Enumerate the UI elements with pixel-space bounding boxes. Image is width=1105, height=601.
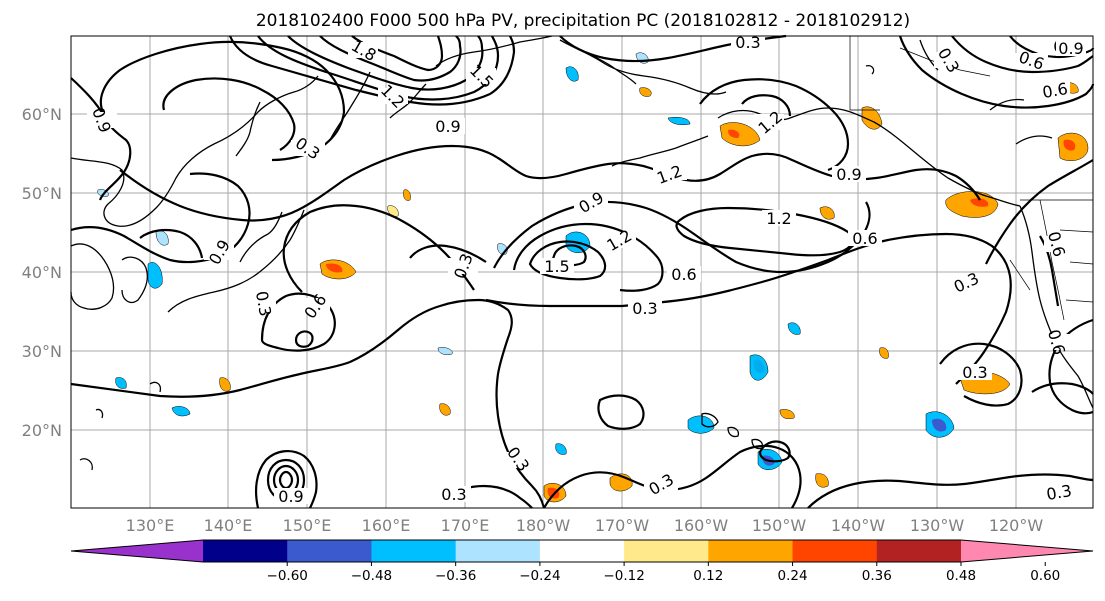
colorbar-swatch [203,540,288,562]
colorbar-label: 0.12 [693,568,723,584]
contour-label-0.6-canada: 0.6 [1041,79,1069,102]
contour-labels: 0.3 0.6 0.9 1.8 1.5 1.2 0.9 0.9 0.3 0.9 … [87,33,1086,506]
lat-label-60n: 60°N [22,105,62,124]
colorbar-swatch [371,540,457,562]
contour-label-0.9-east: 0.9 [836,165,861,184]
colorbar-label: −0.48 [351,568,392,584]
contour-label-0.6-mid: 0.6 [671,265,696,284]
colorbar: −0.60 −0.48 −0.36 −0.24 −0.12 0.12 0.24 0.36 0.4… [70,539,1094,584]
map-title: 2018102400 F000 500 hPa PV, precipitatio… [256,11,910,31]
colorbar-extend-high [961,540,1093,562]
lat-label-50n: 50°N [22,184,62,203]
colorbar-label: 0.48 [946,568,976,584]
contour-label-1.5-mid: 1.5 [544,257,569,276]
contour-label-0.6-east: 0.6 [852,229,877,248]
contour-label-0.3-center: 0.3 [632,299,657,318]
lon-label-160e: 160°E [362,516,411,535]
colorbar-label: −0.12 [603,568,644,584]
contour-label-0.3-west: 0.3 [252,290,275,318]
lon-label-140e: 140°E [204,516,253,535]
lat-label-40n: 40°N [22,263,62,282]
contour-label-0.3-hawaii: 0.3 [962,363,987,382]
lon-label-130w: 130°W [910,516,965,535]
lon-label-160w: 160°W [674,516,729,535]
contour-label-1.2-east: 1.2 [766,209,791,228]
lon-label-150e: 150°E [283,516,332,535]
colorbar-label: 0.24 [778,568,808,584]
precipitation-shading [97,52,1089,503]
colorbar-outline [70,539,1094,563]
lat-label-20n: 20°N [22,421,62,440]
contour-label-0.3-bottomright: 0.3 [1045,481,1073,504]
lon-label-170e: 170°E [441,516,490,535]
colorbar-swatch [708,540,794,562]
contour-label-0.3-top: 0.3 [735,33,760,52]
colorbar-label: −0.36 [435,568,476,584]
colorbar-label: 0.60 [1030,568,1060,584]
contour-label-0.9-center: 0.9 [435,117,460,136]
lon-label-170w: 170°W [595,516,650,535]
contour-label-0.9-canada: 0.9 [1058,39,1083,58]
colorbar-labels: −0.60 −0.48 −0.36 −0.24 −0.12 0.12 0.24 0.36 0.4… [267,562,1060,584]
contour-label-0.3-bottom: 0.3 [441,485,466,504]
map-frame [70,35,1094,509]
lon-label-130e: 130°E [126,516,175,535]
colorbar-label: −0.24 [519,568,560,584]
lat-label-30n: 30°N [22,342,62,361]
contour-label-0.9-typhoon: 0.9 [278,487,303,506]
colorbar-swatch [876,540,962,562]
lon-label-140w: 140°W [831,516,886,535]
lon-label-120w: 120°W [989,516,1044,535]
map-panel: 0.3 0.6 0.9 1.8 1.5 1.2 0.9 0.9 0.3 0.9 … [70,33,1095,509]
colorbar-label: 0.36 [862,568,892,584]
colorbar-label: −0.60 [267,568,308,584]
lon-label-150w: 150°W [752,516,807,535]
colorbar-extend-low [71,540,203,562]
latitude-labels: 60°N 50°N 40°N 30°N 20°N [22,105,62,440]
colorbar-swatch [287,540,372,562]
colorbar-swatches [70,539,1094,563]
colorbar-swatch [455,540,541,562]
longitude-labels: 130°E 140°E 150°E 160°E 170°E 180°W 170°… [126,516,1044,535]
colorbar-swatch [792,540,878,562]
colorbar-swatch [624,540,709,562]
colorbar-swatch [539,540,625,562]
lon-label-180w: 180°W [516,516,571,535]
